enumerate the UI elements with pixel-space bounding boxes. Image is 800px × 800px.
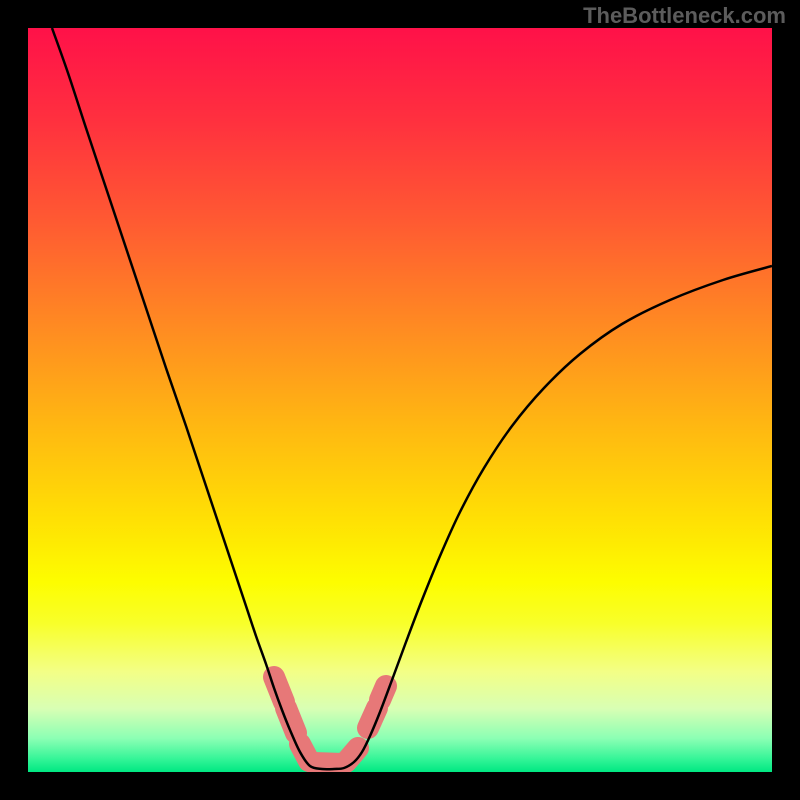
marker-capsules — [274, 677, 386, 764]
watermark-text: TheBottleneck.com — [583, 3, 786, 29]
plot-area — [28, 28, 772, 772]
curves-layer — [28, 28, 772, 772]
chart-outer-frame: TheBottleneck.com — [0, 0, 800, 800]
main-curve — [52, 28, 772, 769]
